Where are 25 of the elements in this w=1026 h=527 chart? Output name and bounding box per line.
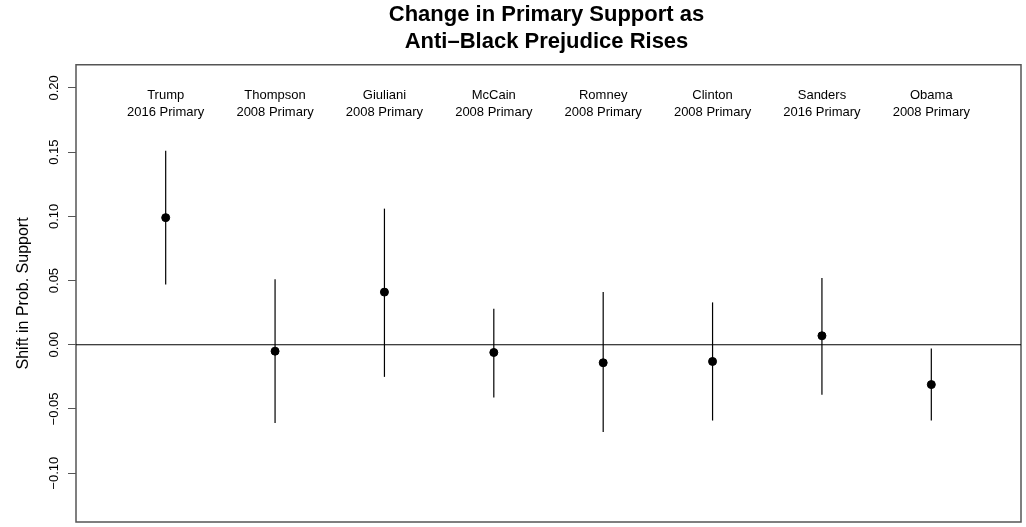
x-tick-label: Giuliani 2008 Primary	[345, 86, 424, 119]
point	[379, 287, 389, 297]
point	[598, 358, 608, 368]
y-tick-label: 0.20	[45, 75, 61, 101]
x-tick-label: Clinton 2008 Primary	[673, 86, 752, 119]
point	[926, 380, 936, 390]
point	[489, 347, 499, 357]
y-tick-label: 0.05	[45, 267, 61, 294]
x-tick-label: Thompson 2008 Primary	[236, 86, 315, 119]
point	[161, 213, 171, 223]
y-tick-label: 0.10	[45, 203, 61, 229]
x-tick-label: Sanders 2016 Primary	[783, 86, 862, 119]
chart-title: Change in Primary Support as Anti–Black Prejudice Rises	[388, 1, 705, 53]
y-tick-label: −0.05	[45, 392, 61, 426]
x-tick-label: Romney 2008 Primary	[564, 86, 643, 119]
x-tick-label: Trump 2016 Primary	[127, 86, 205, 119]
point	[708, 356, 718, 366]
point	[817, 331, 827, 341]
point	[270, 346, 280, 356]
x-tick-label: Obama 2008 Primary	[892, 86, 971, 119]
y-tick-label: 0.15	[45, 139, 61, 165]
y-tick-label: −0.10	[45, 456, 61, 490]
x-tick-label: McCain 2008 Primary	[455, 86, 533, 119]
y-tick-label: 0.00	[45, 332, 61, 358]
y-axis-title: Shift in Prob. Support	[14, 216, 32, 370]
